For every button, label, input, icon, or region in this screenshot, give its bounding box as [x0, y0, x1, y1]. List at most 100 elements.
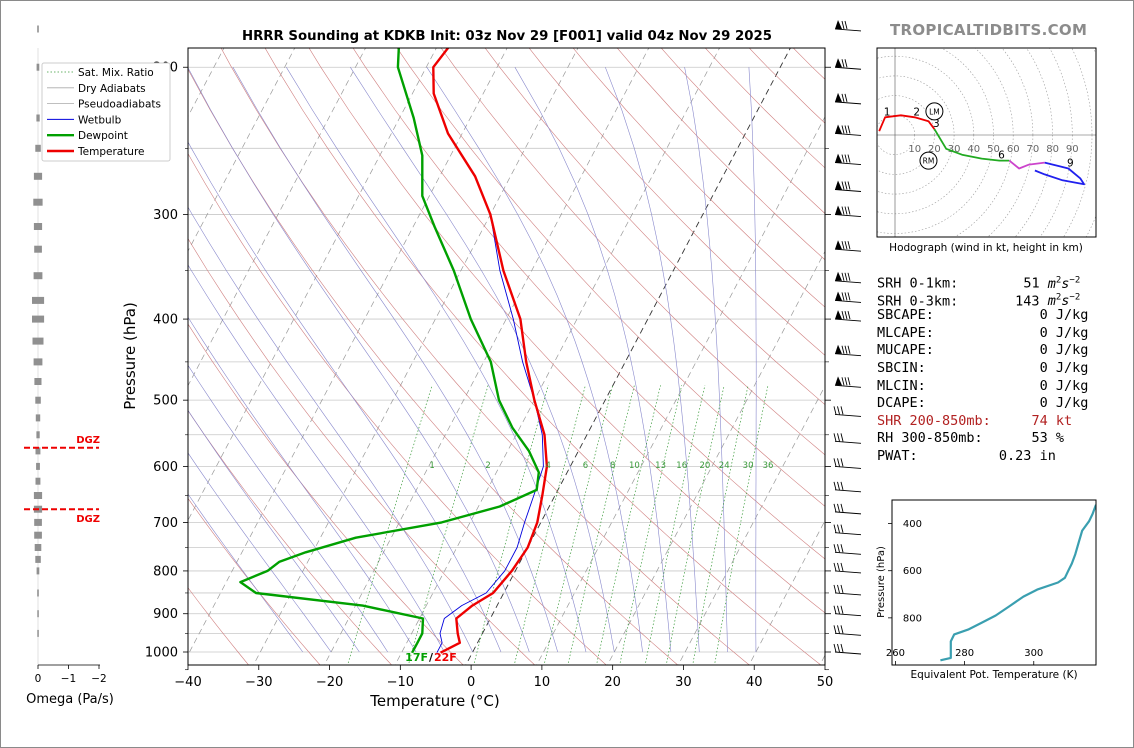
- stat-unit: J/kg: [1047, 307, 1089, 324]
- omega-bar: [33, 492, 43, 499]
- barb-feather: [847, 345, 851, 354]
- mixing-ratio-line: [619, 385, 683, 665]
- wind-barb: [833, 625, 862, 636]
- surface-temperature-label: 22F: [434, 651, 457, 664]
- barb-shaft: [834, 318, 862, 322]
- barb-feather: [840, 458, 844, 467]
- stat-unit: %: [1047, 430, 1064, 447]
- barb-shaft: [834, 651, 862, 655]
- mixing-ratio-line: [407, 385, 489, 665]
- hodograph-trace: [933, 128, 1010, 162]
- mixing-ratio-line: [347, 385, 433, 665]
- barb-feather: [837, 433, 840, 442]
- dry-adiabat: [308, 48, 825, 614]
- wind-barb: [833, 584, 862, 596]
- barb-feather: [833, 625, 837, 634]
- pseudoadiabat: [514, 67, 672, 653]
- pseudoadiabat: [188, 493, 304, 653]
- mixing-ratio-line: [567, 385, 635, 665]
- barb-shaft: [834, 133, 862, 136]
- barb-feather: [840, 481, 844, 490]
- wind-barb: [833, 406, 862, 417]
- barb-feather: [840, 605, 844, 614]
- barb-feather: [837, 643, 840, 653]
- pseudoadiabat: [188, 364, 388, 653]
- sounding-parameters: SRH 0-1km: 51 m2s−2 SRH 0-3km: 143 m2s−2 S…: [877, 272, 1088, 466]
- isotherm: [748, 519, 825, 665]
- storm-motion-label: LM: [929, 107, 940, 116]
- barb-flag: [835, 19, 842, 29]
- barb-flag: [835, 58, 842, 68]
- barb-shaft: [834, 440, 862, 444]
- omega-bar: [34, 531, 42, 539]
- dry-adiabat: [660, 48, 825, 214]
- barb-feather: [841, 20, 845, 30]
- barb-feather: [841, 272, 845, 281]
- y-tick-label: 500: [153, 394, 178, 409]
- barb-feather: [847, 125, 851, 134]
- wind-barb: [833, 524, 862, 536]
- pseudoadiabat: [748, 67, 757, 652]
- barb-flag: [835, 291, 842, 301]
- omega-bar: [32, 296, 45, 304]
- legend-entry: Dry Adiabats: [78, 83, 146, 95]
- stat-value: 0: [1039, 359, 1048, 376]
- mixing-ratio-label: 1: [429, 461, 434, 471]
- isotherm: [188, 48, 437, 521]
- hodograph-trace: [878, 114, 936, 132]
- hodograph-trace: [1008, 159, 1045, 170]
- wind-barb: [834, 240, 862, 252]
- mixing-ratio-line: [714, 385, 769, 665]
- stat-label: MUCAPE:: [877, 342, 1040, 359]
- isotherm: [253, 48, 579, 665]
- x-axis-label: Temperature (°C): [369, 692, 499, 710]
- stat-row: PWAT: 0.23 in: [877, 448, 1088, 466]
- barb-feather: [847, 272, 851, 281]
- skewt-axes-frame: [187, 47, 826, 666]
- omega-bar: [37, 589, 39, 597]
- wind-barb: [834, 19, 862, 32]
- mixing-ratio-line: [596, 385, 661, 665]
- stat-value: 0: [1039, 395, 1048, 412]
- hodograph-ring-label: 70: [1027, 144, 1040, 155]
- isotherm: [677, 385, 825, 665]
- storm-motion-marker: [919, 151, 938, 170]
- y-tick-label: 800: [153, 564, 178, 579]
- x-tick-label: 30: [675, 675, 692, 690]
- barb-feather: [833, 503, 837, 512]
- isotherm: [323, 48, 650, 665]
- barb-shaft: [834, 384, 862, 388]
- barb-feather: [840, 562, 844, 572]
- stat-unit: in: [1031, 447, 1056, 464]
- barb-feather: [844, 345, 848, 354]
- barb-shaft: [834, 551, 862, 555]
- barb-feather: [847, 377, 851, 386]
- theta-e-x-tick-label: 260: [886, 648, 905, 659]
- legend-entry: Sat. Mix. Ratio: [78, 67, 154, 79]
- mixing-ratio-label: 6: [583, 461, 588, 471]
- mixing-ratio-line: [665, 385, 725, 665]
- omega-bar: [34, 544, 42, 551]
- isotherm: [188, 48, 508, 656]
- theta-e-y-tick-label: 600: [903, 566, 922, 577]
- barb-feather: [841, 377, 845, 386]
- barb-feather: [844, 154, 848, 163]
- omega-bar: [34, 518, 42, 526]
- theta-e-y-tick-label: 800: [903, 613, 922, 624]
- hodograph-ring-label: 10: [908, 144, 921, 155]
- omega-bar: [35, 477, 41, 485]
- y-tick-label: 1000: [145, 646, 178, 661]
- barb-feather: [844, 377, 848, 386]
- barb-shaft: [834, 280, 862, 284]
- barb-feather: [833, 481, 837, 490]
- x-tick-label: −30: [245, 675, 272, 690]
- wind-barb: [833, 562, 862, 574]
- skewt-background-lines: [188, 48, 825, 665]
- theta-e-line: [940, 504, 1096, 662]
- wind-barb: [834, 344, 862, 357]
- barb-feather: [841, 345, 845, 354]
- barb-flag: [835, 92, 842, 102]
- wind-barb: [834, 180, 862, 192]
- barb-shaft: [834, 162, 862, 166]
- temperature-line: [432, 48, 549, 654]
